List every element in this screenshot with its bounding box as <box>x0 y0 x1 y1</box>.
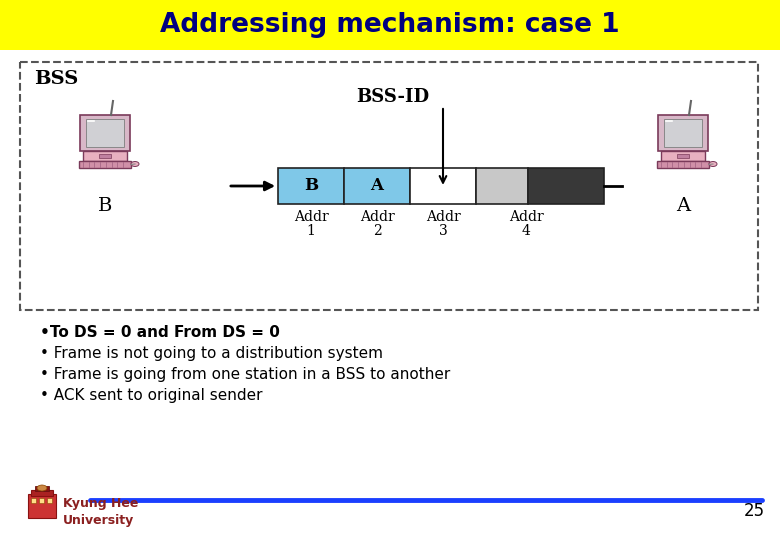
Text: Addressing mechanism: case 1: Addressing mechanism: case 1 <box>160 12 620 38</box>
Bar <box>99 154 111 158</box>
Text: Addr: Addr <box>509 210 544 224</box>
Text: • Frame is going from one station in a BSS to another: • Frame is going from one station in a B… <box>40 367 450 382</box>
Bar <box>20 62 758 310</box>
Bar <box>278 168 344 204</box>
Text: •To DS = 0 and From DS = 0: •To DS = 0 and From DS = 0 <box>40 325 280 340</box>
Bar <box>83 151 127 161</box>
Bar <box>31 490 53 496</box>
Text: B: B <box>98 197 112 215</box>
Bar <box>657 161 709 168</box>
Text: Addr: Addr <box>426 210 460 224</box>
Ellipse shape <box>709 161 717 166</box>
Bar <box>677 154 689 158</box>
Bar <box>39 498 44 503</box>
Ellipse shape <box>37 485 47 491</box>
Bar <box>35 486 49 491</box>
Text: 3: 3 <box>438 224 448 238</box>
Text: 2: 2 <box>373 224 381 238</box>
Bar <box>86 119 124 147</box>
Text: • Frame is not going to a distribution system: • Frame is not going to a distribution s… <box>40 346 383 361</box>
Text: 25: 25 <box>744 502 765 520</box>
Text: Addr: Addr <box>293 210 328 224</box>
Bar <box>661 151 705 161</box>
Bar <box>47 498 52 503</box>
Bar <box>410 168 476 204</box>
Bar <box>31 498 36 503</box>
Text: Kyung Hee
University: Kyung Hee University <box>63 497 138 527</box>
Bar <box>658 115 708 151</box>
Bar <box>79 161 131 168</box>
Bar <box>80 115 130 151</box>
Ellipse shape <box>131 161 139 166</box>
Text: 4: 4 <box>522 224 530 238</box>
Text: BSS-ID: BSS-ID <box>356 88 430 106</box>
Text: 1: 1 <box>307 224 315 238</box>
Text: A: A <box>676 197 690 215</box>
Bar <box>344 168 410 204</box>
Bar <box>28 494 56 518</box>
Text: Addr: Addr <box>360 210 395 224</box>
Bar <box>664 119 702 147</box>
Bar <box>528 168 604 204</box>
Text: A: A <box>370 178 384 194</box>
Text: BSS: BSS <box>34 70 78 88</box>
Bar <box>476 168 528 204</box>
Text: B: B <box>304 178 318 194</box>
Text: • ACK sent to original sender: • ACK sent to original sender <box>40 388 263 403</box>
Bar <box>0 0 780 50</box>
